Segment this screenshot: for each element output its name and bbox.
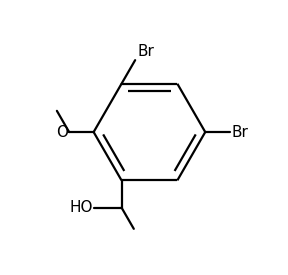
Text: O: O xyxy=(56,125,68,139)
Text: HO: HO xyxy=(69,200,93,215)
Text: Br: Br xyxy=(138,44,155,59)
Text: Br: Br xyxy=(231,125,248,139)
